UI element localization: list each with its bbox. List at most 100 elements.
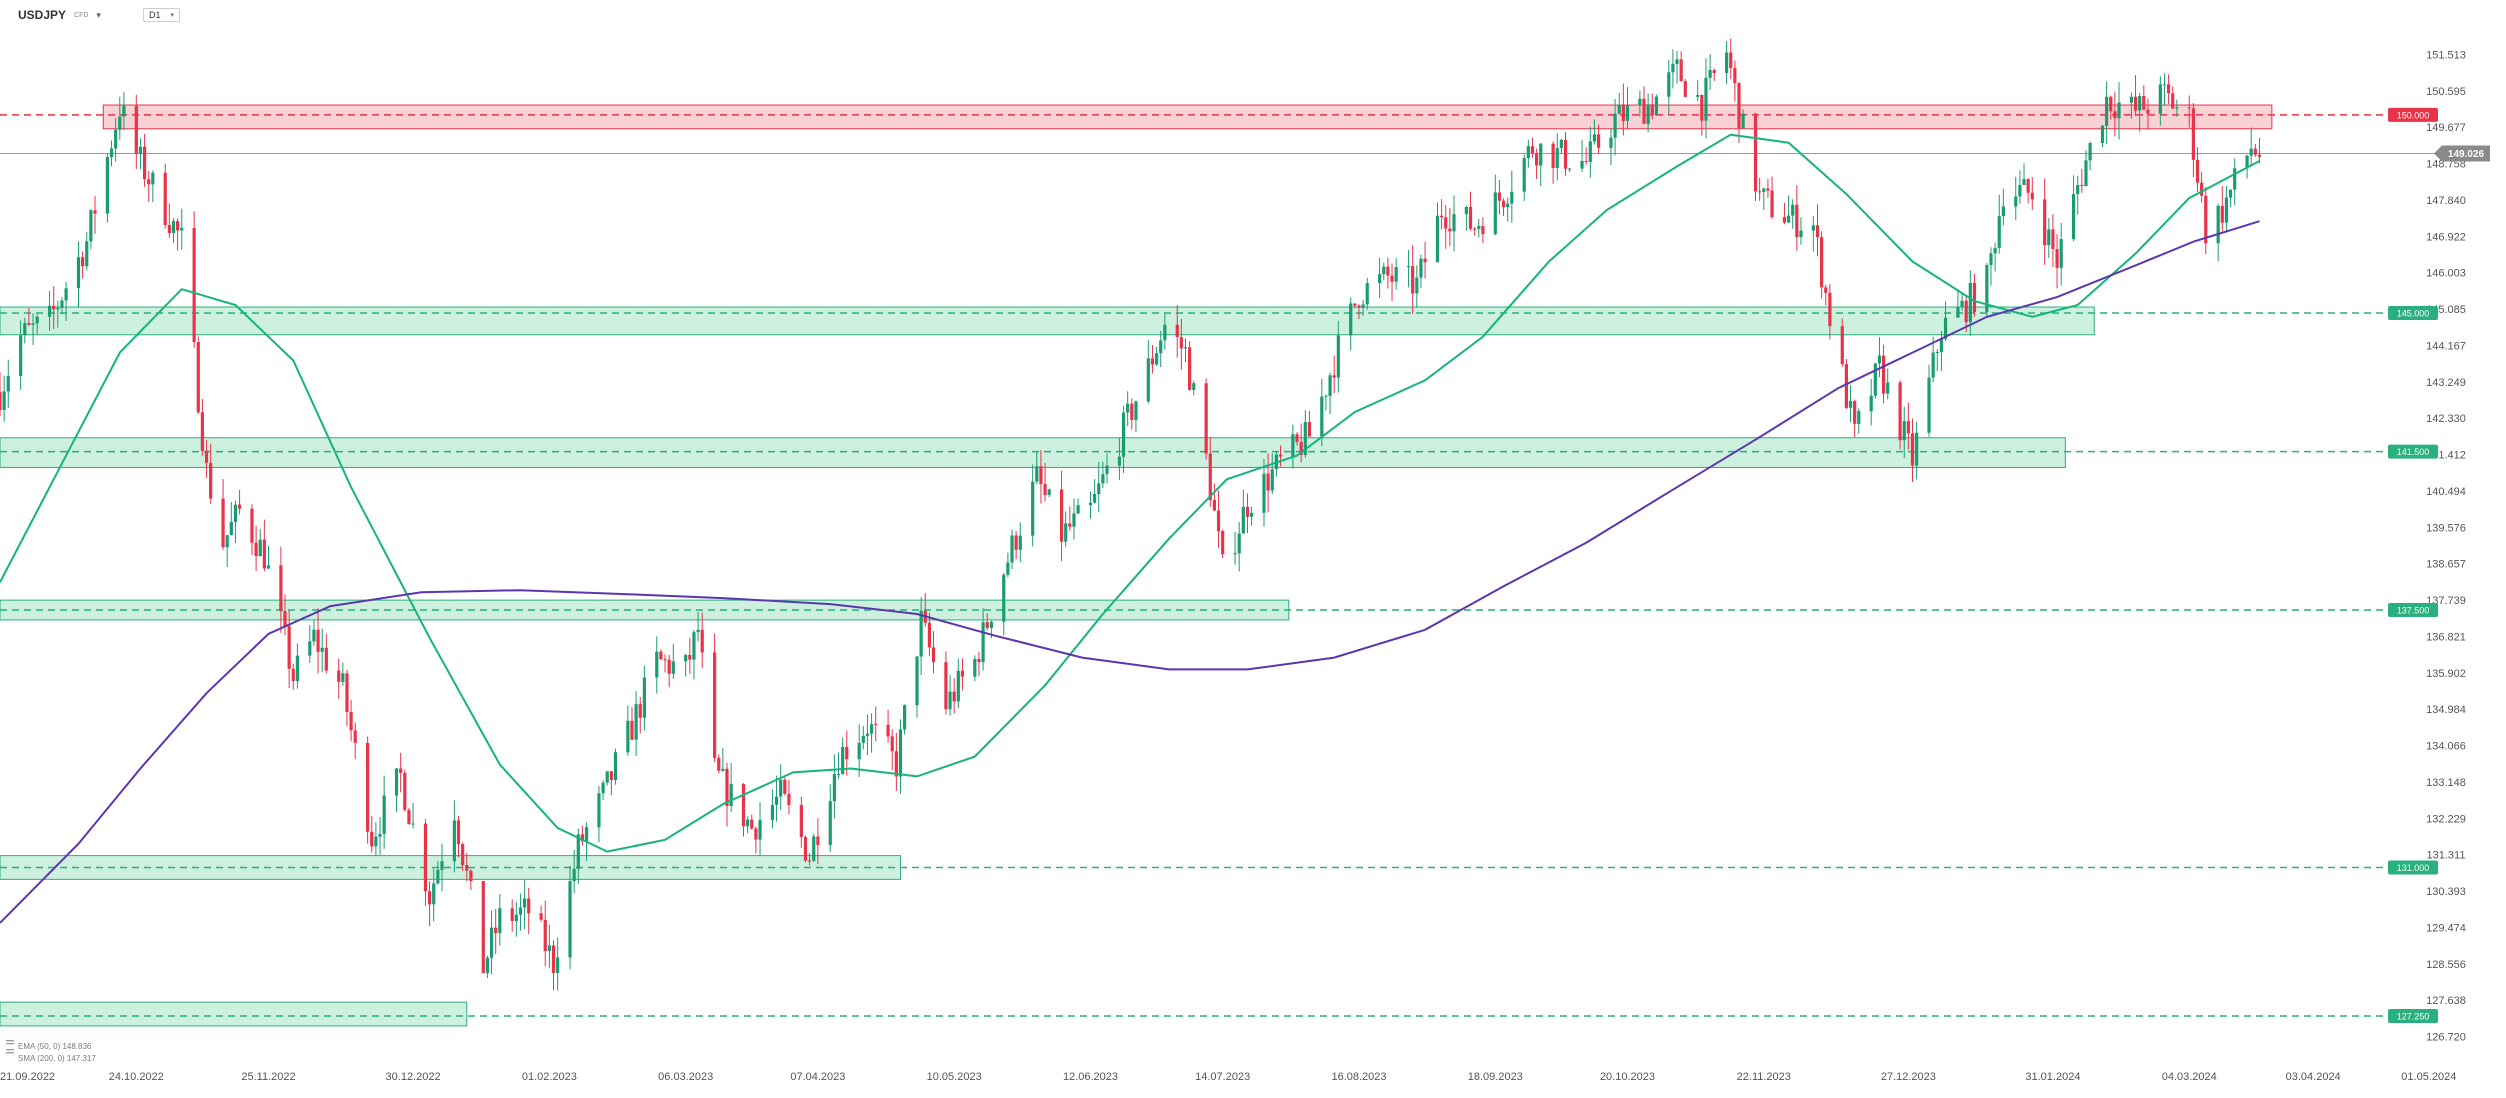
candle-body: [2113, 111, 2117, 119]
y-tick-label: 143.249: [2426, 377, 2466, 389]
candle-body: [1758, 191, 1762, 193]
candle-body: [432, 883, 436, 905]
x-tick-label: 22.11.2023: [1737, 1071, 1791, 1083]
candle-body: [1324, 395, 1328, 397]
candle-body: [729, 783, 733, 806]
candle-body: [353, 730, 357, 743]
candle-body: [2001, 206, 2005, 217]
candle-body: [543, 919, 547, 951]
candle-body: [109, 148, 114, 157]
candle-body: [0, 392, 2, 411]
candle-body: [812, 836, 816, 861]
candle-body: [2228, 189, 2233, 198]
candle-body: [1712, 70, 1716, 74]
candle-body: [1237, 533, 1241, 554]
candle-body: [1452, 214, 1456, 232]
candle-body: [576, 834, 580, 869]
candle-body: [1646, 104, 1650, 124]
candle-body: [237, 504, 242, 509]
candle-body: [688, 654, 692, 660]
level-badge-141.500: [2388, 444, 2438, 459]
x-tick-label: 03.04.2024: [2286, 1071, 2341, 1083]
candle-body: [427, 891, 432, 905]
axes-layer: 151.513 150.595 149.677 148.758 147.840 146.9…: [0, 50, 2466, 1084]
candle-body: [572, 868, 576, 882]
candle-body: [2171, 93, 2175, 109]
candle-body: [989, 621, 993, 628]
candle-body: [2220, 205, 2224, 223]
candle-body: [1320, 396, 1324, 437]
candle-body: [803, 837, 808, 861]
candle-body: [1035, 466, 1039, 482]
ema-legend-text[interactable]: EMA (50, 0) 148.836: [18, 1042, 92, 1051]
candle-body: [1481, 225, 1485, 235]
candle-body: [366, 742, 370, 832]
candle-body: [609, 771, 613, 781]
level-zone-127.250: [0, 1001, 468, 1027]
level-badge-label: 150.000: [2397, 110, 2430, 120]
caret-down-icon[interactable]: ▾: [96, 9, 101, 20]
candle-body: [254, 542, 258, 557]
candle-body: [1584, 160, 1588, 162]
candle-body: [514, 914, 518, 921]
candle-body: [2100, 125, 2105, 144]
candle-body: [151, 172, 155, 185]
candle-body: [76, 257, 81, 289]
candle-body: [1853, 401, 1857, 424]
candle-body: [196, 341, 200, 413]
candle-body: [1869, 395, 1873, 412]
y-tick-label: 135.902: [2426, 668, 2466, 680]
candle-body: [180, 227, 184, 231]
candle-body: [721, 768, 725, 771]
candle-body: [1696, 95, 1700, 97]
y-tick-label: 142.330: [2426, 413, 2466, 425]
candle-body: [717, 757, 721, 771]
timeframe-select[interactable]: D1 ▾: [142, 8, 180, 22]
candle-body: [1795, 204, 1799, 238]
candle-body: [787, 793, 791, 806]
candle-body: [2146, 109, 2150, 114]
candle-body: [1939, 338, 1944, 353]
x-tick-label: 14.07.2023: [1195, 1071, 1250, 1083]
candle-body: [1915, 432, 1919, 466]
candle-body: [1551, 143, 1555, 168]
y-tick-label: 126.720: [2426, 1032, 2466, 1044]
candle-body: [667, 659, 671, 674]
candle-body: [713, 652, 717, 758]
candle-body: [89, 210, 93, 242]
symbol-name[interactable]: USDJPY: [18, 8, 67, 22]
level-badge-label: 137.500: [2397, 606, 2430, 616]
candle-body: [176, 221, 180, 231]
candle-body: [1039, 466, 1043, 485]
candle-body: [382, 795, 386, 834]
candle-body: [2084, 160, 2088, 186]
candle-body: [816, 836, 820, 846]
candle-body: [1076, 505, 1080, 514]
candle-body: [436, 869, 440, 884]
candle-body: [1762, 188, 1766, 192]
candle-body: [1539, 143, 1543, 166]
level-zone-145.000: [0, 306, 2095, 336]
candle-body: [2105, 96, 2109, 126]
candle-body: [919, 610, 923, 657]
candle-body: [1964, 300, 1968, 323]
candle-body: [192, 227, 196, 342]
candle-body: [1733, 68, 1737, 84]
candle-body: [630, 720, 634, 740]
candle-body: [2088, 143, 2092, 161]
x-tick-label: 12.06.2023: [1063, 1071, 1118, 1083]
candle-body: [1064, 523, 1068, 542]
candle-body: [696, 629, 700, 633]
candle-body: [960, 670, 965, 677]
candle-body: [485, 957, 490, 974]
candle-body: [1216, 510, 1221, 532]
candle-body: [134, 105, 138, 154]
candle-body: [1415, 277, 1419, 294]
candle-body: [547, 945, 551, 951]
candle-body: [1117, 456, 1122, 466]
candle-body: [440, 861, 444, 870]
candle-body: [1791, 204, 1795, 216]
sma-legend-text[interactable]: SMA (200, 0) 147.317: [18, 1054, 96, 1063]
